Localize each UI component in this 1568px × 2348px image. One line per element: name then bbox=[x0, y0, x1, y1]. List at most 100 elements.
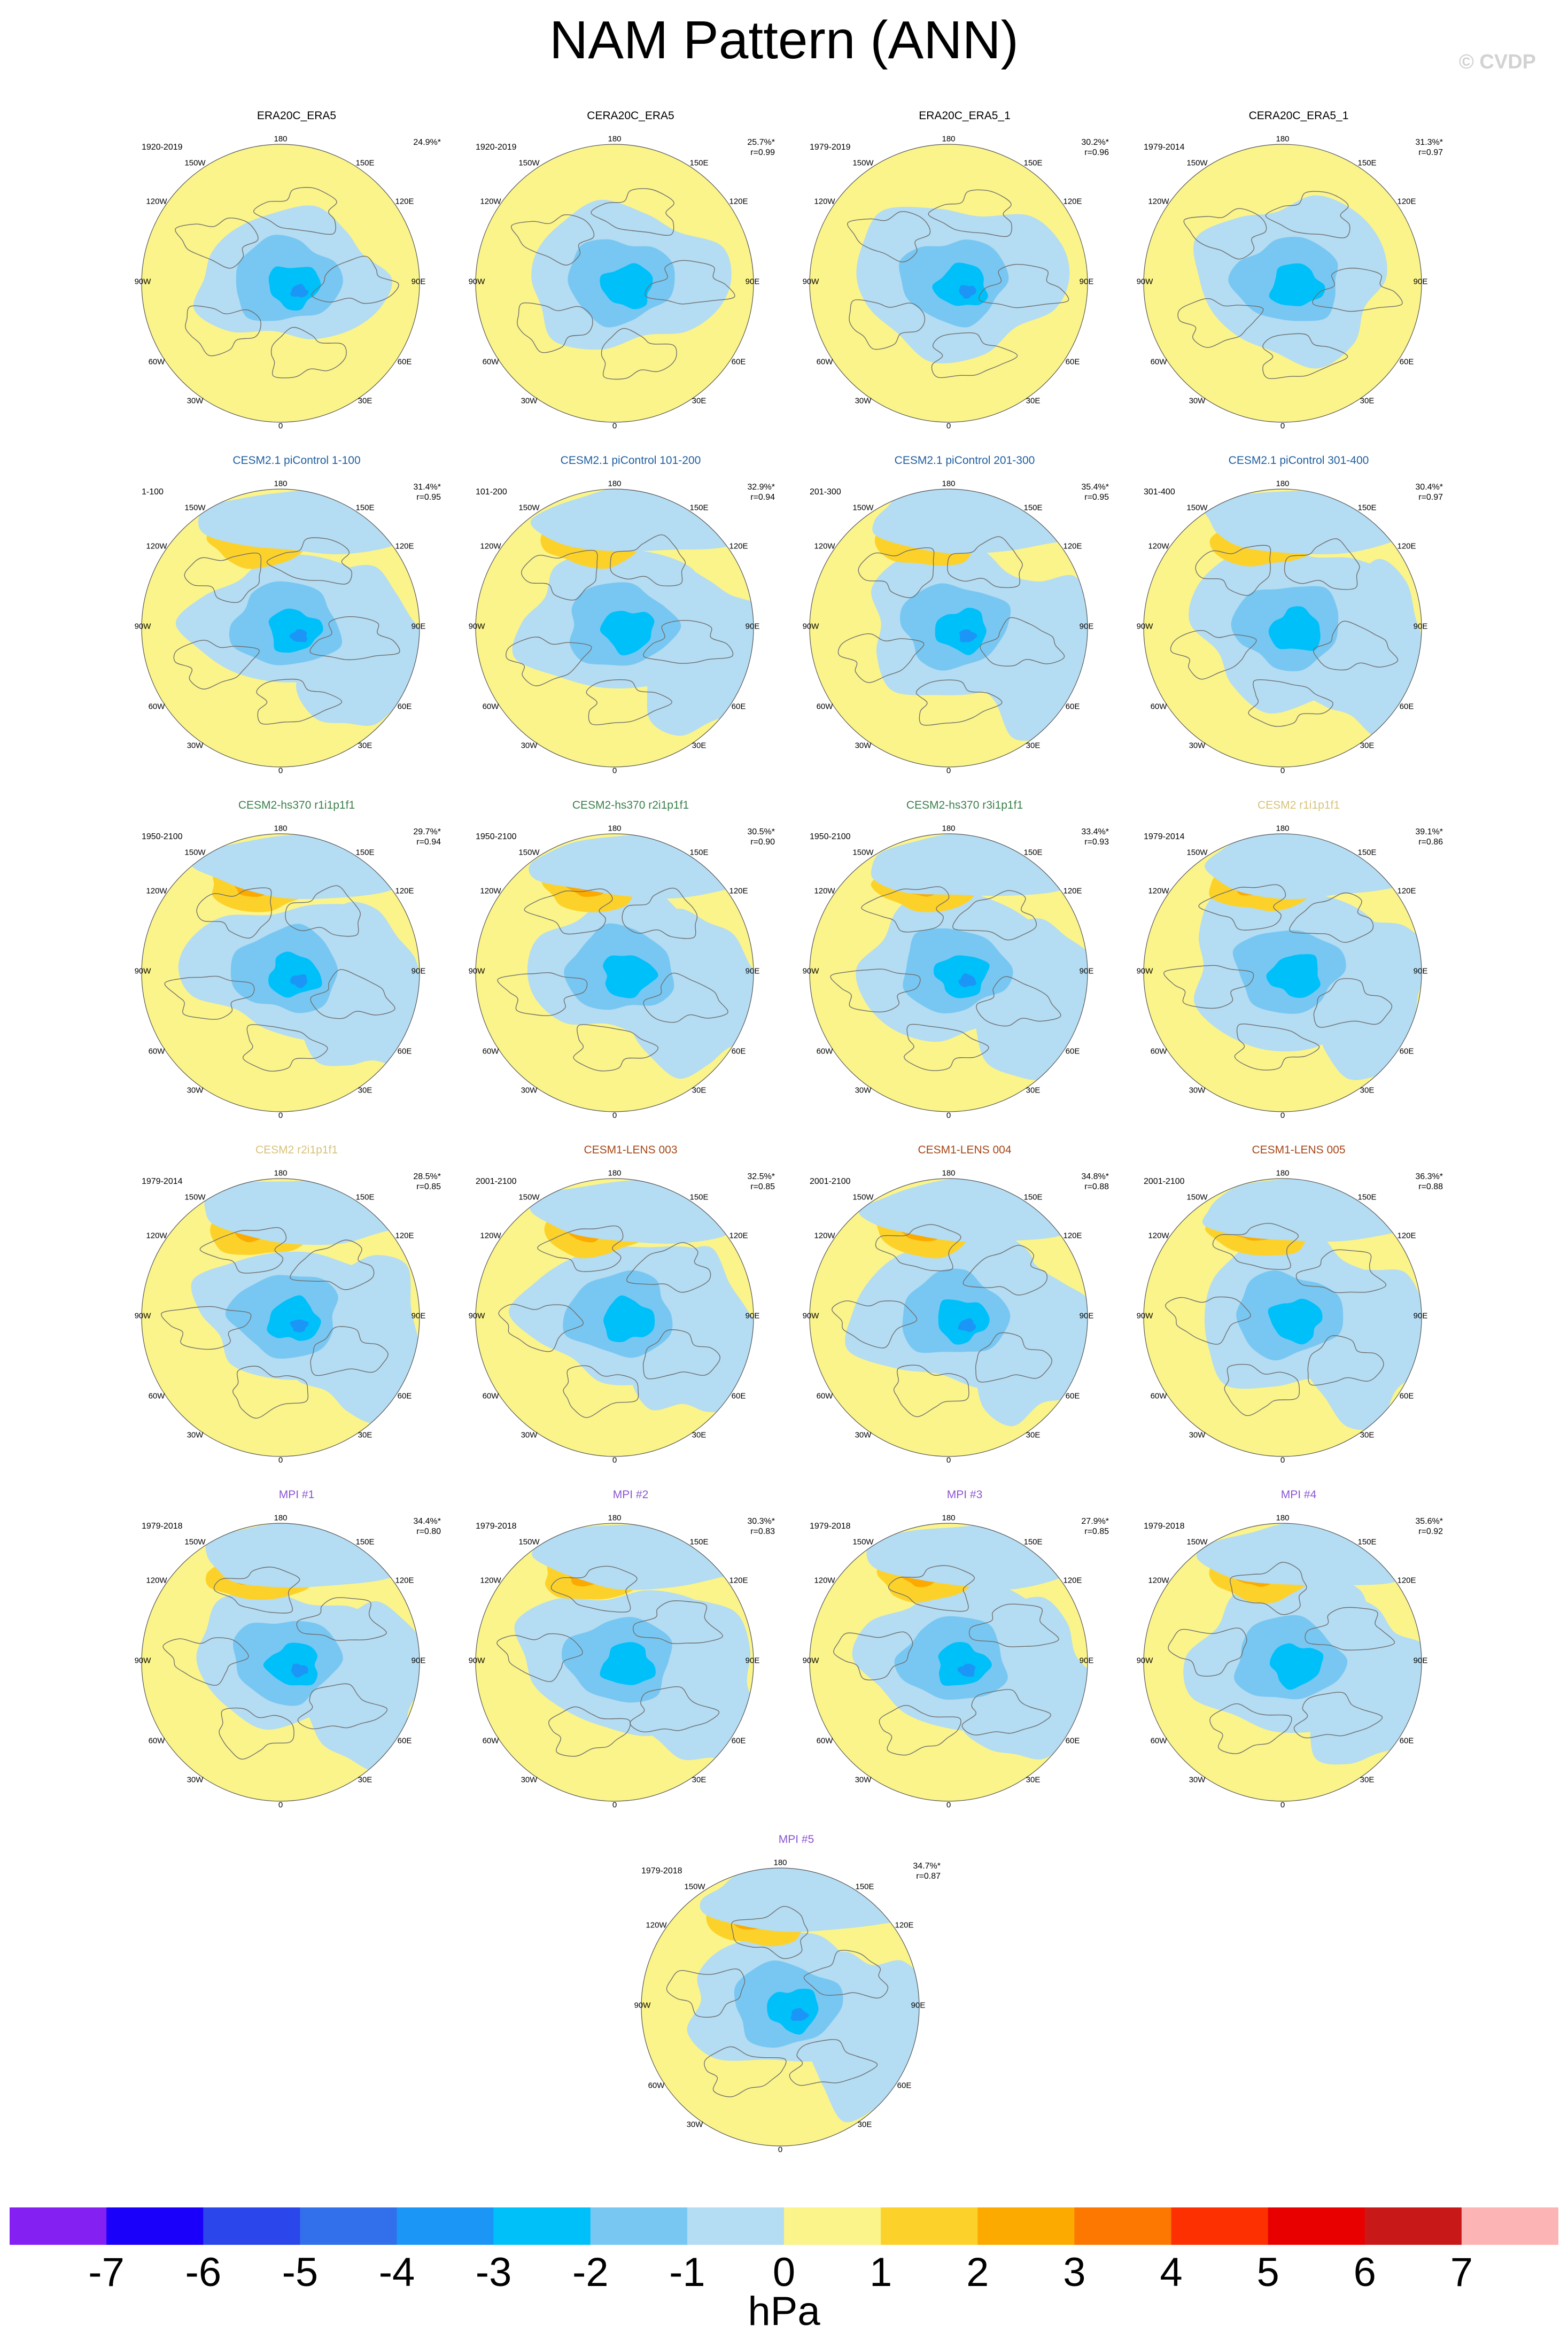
map-panel: ERA20C_ERA5_1 1979-2019 30.2%* r=0.96 180 150… bbox=[778, 110, 1152, 457]
longitude-label: 180 bbox=[608, 479, 622, 489]
longitude-label: 0 bbox=[278, 1111, 283, 1120]
longitude-label: 90W bbox=[802, 1656, 819, 1665]
longitude-label: 60W bbox=[482, 702, 499, 711]
longitude-label: 90W bbox=[1136, 1656, 1153, 1665]
longitude-label: 90E bbox=[1413, 1656, 1428, 1665]
variance-explained: 28.5%* bbox=[413, 1172, 441, 1181]
colorbar-tick-label: 6 bbox=[1353, 2250, 1376, 2295]
panel-title: CESM2 r2i1p1f1 bbox=[255, 1144, 338, 1156]
panel-stats: 30.2%* r=0.96 bbox=[1055, 137, 1109, 158]
panel-period: 1979-2018 bbox=[142, 1522, 183, 1531]
longitude-label: 30E bbox=[1026, 1430, 1041, 1440]
longitude-label: 180 bbox=[942, 824, 956, 833]
longitude-label: 120E bbox=[729, 197, 748, 206]
longitude-label: 150E bbox=[1023, 1192, 1043, 1202]
longitude-label: 90E bbox=[411, 1656, 426, 1665]
panel-stats: 25.7%* r=0.99 bbox=[721, 137, 775, 158]
longitude-label: 30E bbox=[692, 1430, 707, 1440]
pattern-correlation: r=0.97 bbox=[1418, 148, 1443, 157]
longitude-label: 150E bbox=[1023, 158, 1043, 168]
longitude-label: 90W bbox=[1136, 277, 1153, 286]
colorbar-tick-label: 7 bbox=[1450, 2250, 1473, 2295]
longitude-label: 120E bbox=[1063, 1231, 1082, 1241]
colorbar-swatch bbox=[1171, 2207, 1269, 2245]
longitude-label: 60W bbox=[816, 1047, 833, 1056]
panel-title: ERA20C_ERA5_1 bbox=[919, 110, 1011, 122]
page-title: NAM Pattern (ANN) bbox=[549, 10, 1019, 70]
longitude-label: 30E bbox=[1360, 1430, 1375, 1440]
longitude-label: 150W bbox=[518, 503, 540, 513]
longitude-label: 60W bbox=[482, 1391, 499, 1401]
longitude-label: 60E bbox=[397, 702, 412, 711]
longitude-label: 0 bbox=[612, 1111, 617, 1120]
longitude-label: 30W bbox=[1189, 396, 1206, 406]
longitude-label: 60E bbox=[1065, 702, 1080, 711]
panel-stats: 27.9%* r=0.85 bbox=[1055, 1516, 1109, 1537]
longitude-label: 150E bbox=[1357, 848, 1377, 857]
panel-title: MPI #5 bbox=[778, 1833, 814, 1846]
polar-map bbox=[475, 833, 754, 1112]
longitude-label: 90W bbox=[468, 966, 485, 976]
longitude-label: 90E bbox=[1413, 966, 1428, 976]
longitude-label: 60E bbox=[731, 1047, 746, 1056]
panel-period: 1950-2100 bbox=[142, 832, 183, 841]
variance-explained: 35.4%* bbox=[1081, 483, 1109, 492]
longitude-label: 150E bbox=[689, 848, 709, 857]
polar-map bbox=[809, 1523, 1088, 1802]
longitude-label: 120W bbox=[146, 197, 167, 206]
longitude-label: 90E bbox=[1079, 966, 1094, 976]
panel-period: 1950-2100 bbox=[810, 832, 851, 841]
longitude-label: 120E bbox=[395, 541, 414, 551]
longitude-label: 60E bbox=[397, 1736, 412, 1746]
colorbar-swatch bbox=[493, 2207, 591, 2245]
longitude-label: 90W bbox=[1136, 622, 1153, 631]
longitude-label: 0 bbox=[778, 2145, 783, 2155]
longitude-label: 30E bbox=[1360, 741, 1375, 750]
colorbar-swatch bbox=[397, 2207, 494, 2245]
map-panel: CERA20C_ERA5 1920-2019 25.7%* r=0.99 180 150W… bbox=[444, 110, 818, 457]
longitude-label: 30W bbox=[855, 1430, 872, 1440]
longitude-label: 30E bbox=[692, 1775, 707, 1785]
longitude-label: 180 bbox=[274, 1168, 288, 1178]
longitude-label: 60W bbox=[148, 1391, 165, 1401]
polar-map bbox=[809, 833, 1088, 1112]
longitude-label: 0 bbox=[278, 1800, 283, 1810]
colorbar-swatch bbox=[687, 2207, 785, 2245]
longitude-label: 180 bbox=[1276, 479, 1290, 489]
longitude-label: 0 bbox=[946, 1111, 951, 1120]
longitude-label: 150W bbox=[852, 1537, 874, 1547]
polar-map bbox=[641, 1867, 920, 2146]
longitude-label: 120W bbox=[1148, 886, 1169, 896]
longitude-label: 0 bbox=[1280, 766, 1285, 776]
panel-stats: 29.7%* r=0.94 bbox=[387, 827, 441, 847]
longitude-label: 180 bbox=[1276, 1168, 1290, 1178]
colorbar-tick-label: -6 bbox=[185, 2250, 222, 2295]
longitude-label: 90E bbox=[411, 277, 426, 286]
longitude-label: 120W bbox=[814, 886, 835, 896]
longitude-label: 150W bbox=[1186, 1192, 1208, 1202]
longitude-label: 180 bbox=[942, 1513, 956, 1523]
map-panel: MPI #1 1979-2018 34.4%* r=0.80 180 150W 150E 12… bbox=[110, 1489, 484, 1836]
longitude-label: 150W bbox=[852, 158, 874, 168]
longitude-label: 90W bbox=[468, 277, 485, 286]
longitude-label: 60W bbox=[148, 702, 165, 711]
longitude-label: 120E bbox=[729, 1231, 748, 1241]
polar-map bbox=[141, 1523, 420, 1802]
longitude-label: 30E bbox=[358, 741, 372, 750]
longitude-label: 30E bbox=[1360, 396, 1375, 406]
longitude-label: 30E bbox=[358, 396, 372, 406]
longitude-label: 60W bbox=[148, 1736, 165, 1746]
longitude-label: 30E bbox=[692, 1086, 707, 1095]
longitude-label: 90E bbox=[1079, 1311, 1094, 1321]
longitude-label: 120W bbox=[480, 1576, 501, 1585]
longitude-label: 30W bbox=[187, 741, 204, 750]
longitude-label: 150W bbox=[184, 158, 206, 168]
longitude-label: 0 bbox=[612, 1800, 617, 1810]
panel-title: CESM2 r1i1p1f1 bbox=[1257, 799, 1340, 811]
longitude-label: 0 bbox=[1280, 1111, 1285, 1120]
polar-map bbox=[141, 1178, 420, 1457]
longitude-label: 60E bbox=[397, 1391, 412, 1401]
polar-map bbox=[1143, 1523, 1422, 1802]
panel-period: 301-400 bbox=[1144, 487, 1175, 497]
longitude-label: 90E bbox=[411, 1311, 426, 1321]
